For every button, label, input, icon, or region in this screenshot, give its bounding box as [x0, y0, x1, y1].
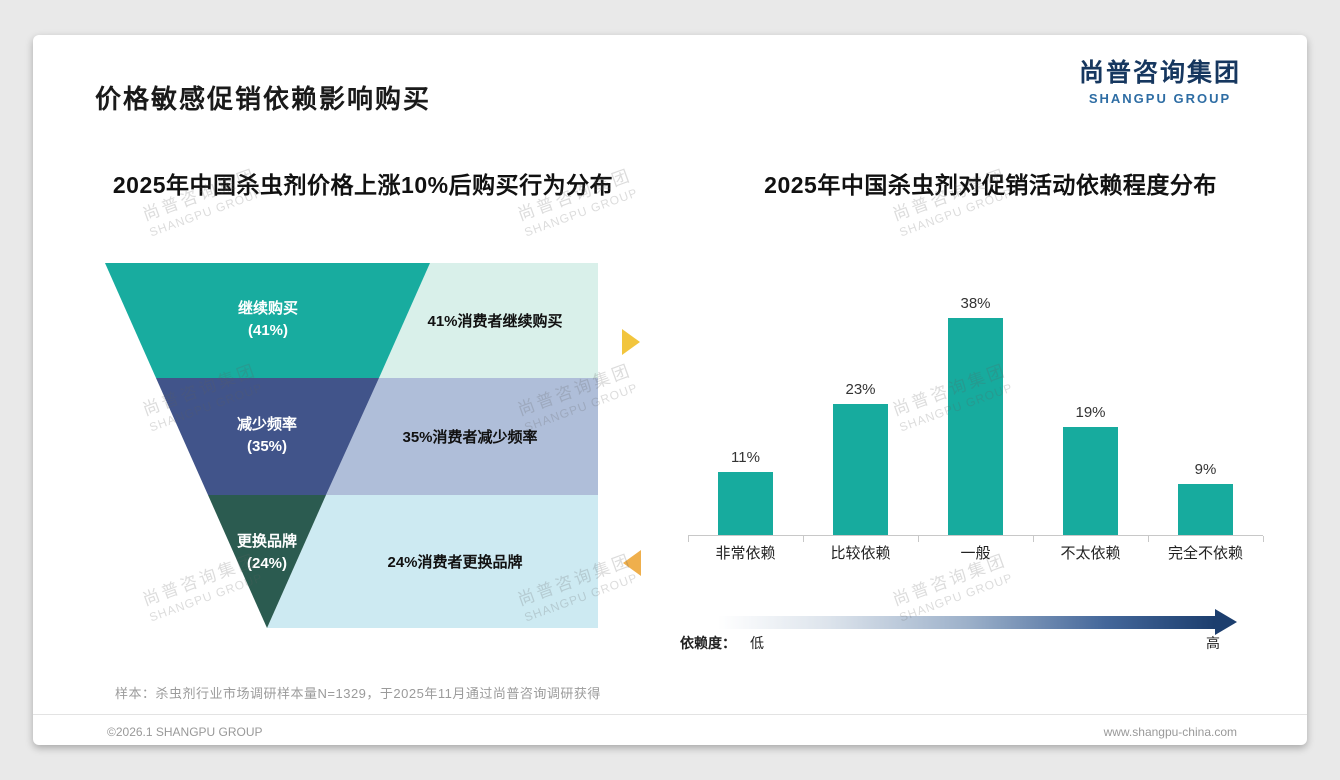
bar-category-label: 完全不依赖: [1167, 545, 1243, 562]
footer-divider: [33, 714, 1307, 715]
funnel-chart: 继续购买 (41%) 减少频率 (35%) 更换品牌 (24%) 41%消费者继…: [105, 263, 598, 628]
bar-category-label: 比较依赖: [830, 545, 891, 562]
bar: [718, 472, 773, 535]
dependence-high-label: 高: [1206, 635, 1220, 651]
dependence-low-label: 低: [750, 635, 764, 651]
arrow-left-icon: [623, 550, 641, 576]
funnel-box-3: [267, 495, 598, 628]
company-logo: 尚普咨询集团 SHANGPU GROUP: [1079, 53, 1241, 106]
bar-value-label: 9%: [1194, 461, 1217, 478]
logo-en-text: SHANGPU GROUP: [1088, 91, 1232, 106]
footer-website: www.shangpu-china.com: [1103, 725, 1237, 739]
bar-chart-plot: 11% 23% 38% 19% 9%: [688, 275, 1264, 542]
funnel-chart-title: 2025年中国杀虫剂价格上涨10%后购买行为分布: [112, 172, 614, 198]
logo-cn-text: 尚普咨询集团: [1078, 59, 1241, 87]
axis-tick: [1263, 536, 1264, 542]
bar-category-label: 非常依赖: [715, 545, 776, 562]
bar-category-label: 不太依赖: [1060, 545, 1121, 562]
axis-tick: [1033, 536, 1034, 542]
bar-group: 19%: [1033, 404, 1148, 535]
bar-value-label: 19%: [1075, 404, 1106, 421]
arrow-right-icon: [622, 329, 640, 355]
dependence-axis-labels: 依赖度： 低 高: [680, 633, 1220, 653]
funnel-box-1: [379, 263, 598, 378]
axis-tick: [688, 536, 689, 542]
funnel-level-2-label: 减少频率 (35%): [236, 416, 297, 455]
bar-category-label: 一般: [960, 545, 991, 562]
funnel-level-3-label: 更换品牌 (24%): [236, 533, 297, 572]
dependence-gradient-arrow: [718, 609, 1243, 635]
bar: [948, 318, 1003, 535]
bar-chart-title: 2025年中国杀虫剂对促销活动依赖程度分布: [764, 172, 1217, 198]
axis-tick: [1148, 536, 1149, 542]
gradient-arrowhead-icon: [1215, 609, 1237, 635]
bar-value-label: 38%: [960, 295, 991, 312]
bar: [833, 404, 888, 535]
bar: [1178, 484, 1233, 535]
bar-group: 23%: [803, 381, 918, 535]
funnel-level-3-desc: 24%消费者更换品牌: [387, 554, 523, 571]
footer-copyright: ©2026.1 SHANGPU GROUP: [107, 725, 263, 739]
dependence-label: 依赖度：: [680, 635, 736, 651]
axis-tick: [803, 536, 804, 542]
slide-card: 价格敏感促销依赖影响购买 尚普咨询集团 SHANGPU GROUP 2025年中…: [33, 35, 1307, 745]
axis-tick: [918, 536, 919, 542]
funnel-level-1-label: 继续购买 (41%): [237, 300, 298, 339]
bar-value-label: 23%: [845, 381, 876, 398]
gradient-bar: [718, 615, 1215, 629]
sample-note: 样本：杀虫剂行业市场调研样本量N=1329，于2025年11月通过尚普咨询调研获…: [115, 686, 601, 701]
bar-group: 38%: [918, 295, 1033, 535]
funnel-segment-3: [208, 495, 326, 628]
funnel-box-2: [326, 378, 598, 495]
funnel-svg: [105, 263, 598, 628]
funnel-segment-2: [156, 378, 379, 495]
bar-group: 11%: [688, 449, 803, 535]
bar-value-label: 11%: [731, 449, 760, 466]
bar: [1063, 427, 1118, 535]
funnel-segment-1: [105, 263, 430, 378]
bar-chart-categories: 非常依赖 比较依赖 一般 不太依赖 完全不依赖: [688, 542, 1263, 563]
page-title: 价格敏感促销依赖影响购买: [95, 84, 432, 114]
bar-group: 9%: [1148, 461, 1263, 535]
funnel-level-1-desc: 41%消费者继续购买: [427, 313, 563, 330]
funnel-level-2-desc: 35%消费者减少频率: [402, 429, 538, 446]
